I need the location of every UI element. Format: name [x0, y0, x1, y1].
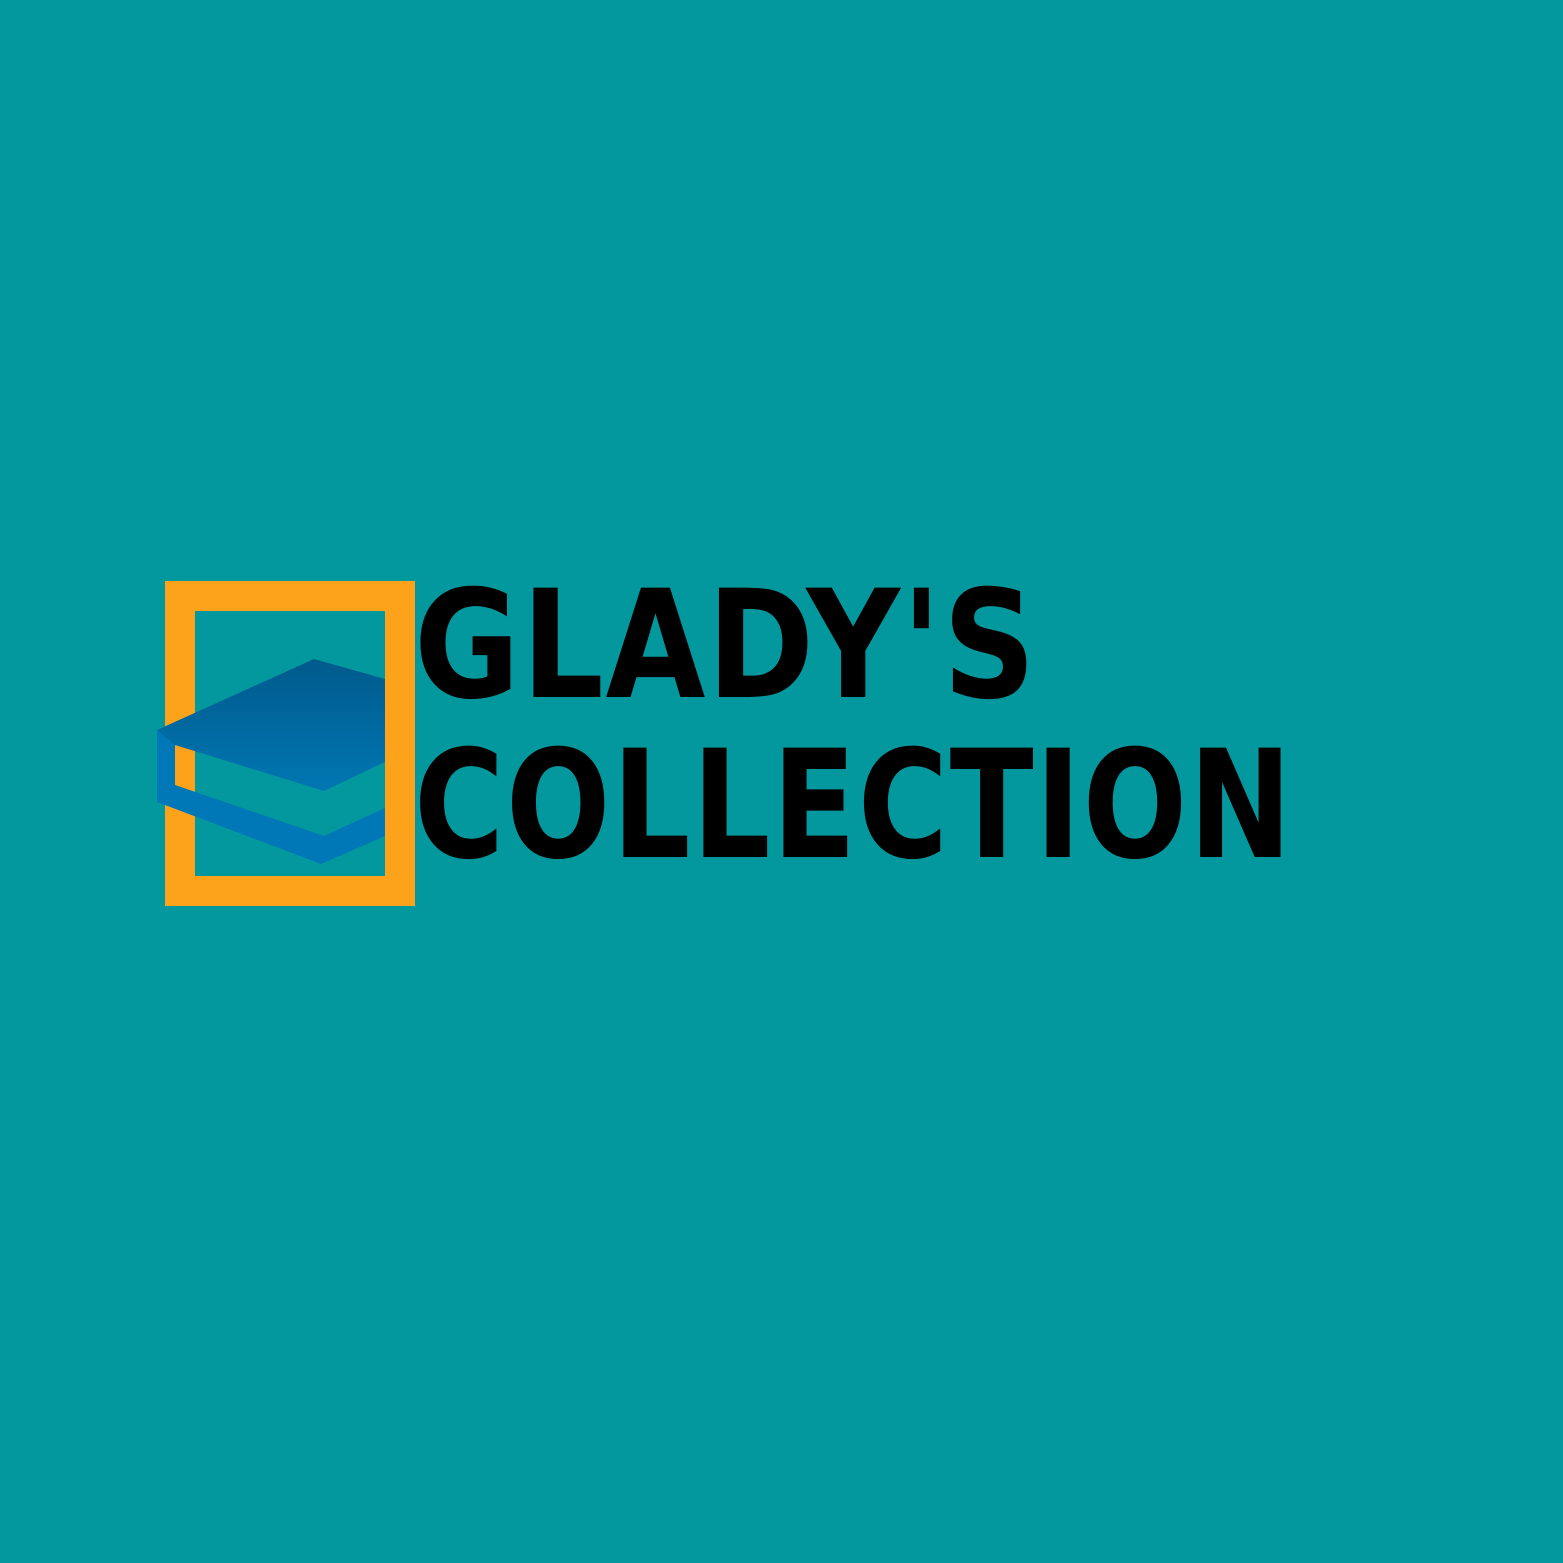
brand-line-collection: COLLECTION [414, 719, 1294, 893]
brand-name: GLADY'S COLLECTION [414, 566, 1487, 886]
book-cover-top [157, 659, 385, 798]
brand-line-glady-s: GLADY'S [414, 559, 1038, 733]
book-spine [157, 730, 385, 864]
book-stack-icon [157, 581, 415, 906]
